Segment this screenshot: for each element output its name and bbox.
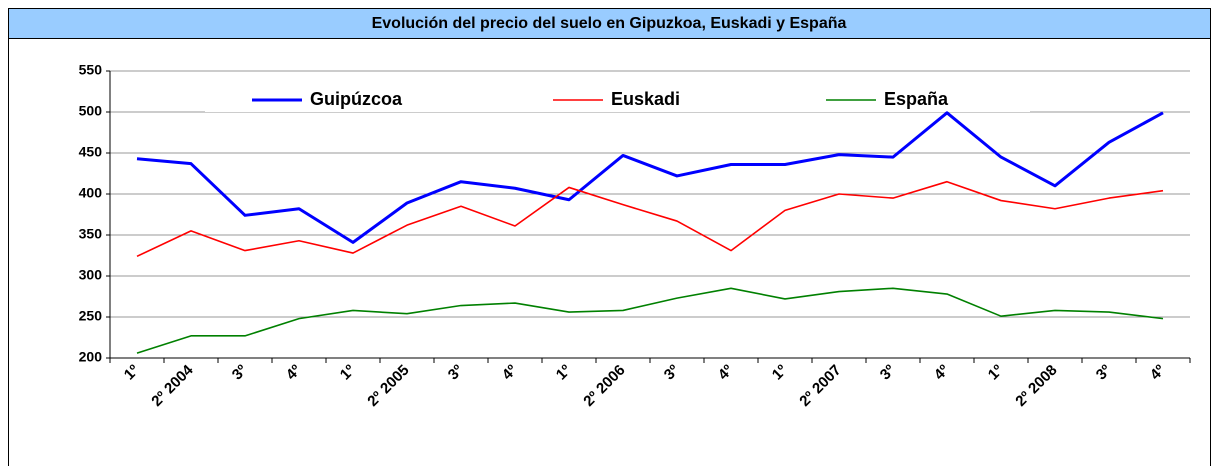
legend-label: España bbox=[884, 89, 949, 109]
x-tick-label: 4º bbox=[283, 361, 305, 383]
x-tick-label: 1º bbox=[337, 361, 359, 383]
y-tick-label: 250 bbox=[79, 308, 103, 324]
series-line bbox=[136, 180, 1164, 258]
x-tick-label: 1º bbox=[769, 361, 791, 383]
x-tick-label: 2º 2004 bbox=[148, 361, 197, 410]
y-tick-label: 300 bbox=[79, 267, 103, 283]
y-tick-label: 350 bbox=[79, 226, 103, 242]
legend-label: Guipúzcoa bbox=[310, 89, 403, 109]
frame bbox=[8, 38, 1211, 466]
x-tick-label: 4º bbox=[499, 361, 521, 383]
series-line bbox=[136, 287, 1164, 354]
x-tick-label: 2º 2005 bbox=[364, 362, 412, 410]
x-tick-label: 1º bbox=[121, 361, 143, 383]
x-tick-label: 3º bbox=[229, 361, 251, 383]
x-tick-label: 3º bbox=[661, 361, 683, 383]
x-tick-label: 2º 2007 bbox=[796, 362, 844, 410]
x-tick-label: 4º bbox=[1147, 361, 1169, 383]
legend-label: Euskadi bbox=[611, 89, 680, 109]
y-tick-label: 550 bbox=[79, 62, 103, 78]
y-tick-label: 400 bbox=[79, 185, 103, 201]
x-tick-label: 3º bbox=[445, 361, 467, 383]
x-tick-label: 4º bbox=[715, 361, 737, 383]
x-tick-label: 4º bbox=[931, 361, 953, 383]
x-tick-label: 1º bbox=[985, 361, 1007, 383]
x-tick-label: 2º 2008 bbox=[1012, 362, 1060, 410]
y-tick-label: 200 bbox=[79, 349, 103, 365]
legend-box bbox=[205, 88, 1030, 112]
y-tick-label: 500 bbox=[79, 103, 103, 119]
title-bar bbox=[8, 8, 1211, 39]
y-tick-label: 450 bbox=[79, 144, 103, 160]
x-tick-label: 2º 2006 bbox=[580, 362, 628, 410]
series-line bbox=[136, 111, 1164, 244]
x-tick-label: 3º bbox=[877, 361, 899, 383]
x-tick-label: 1º bbox=[553, 361, 575, 383]
x-tick-label: 3º bbox=[1093, 361, 1115, 383]
chart-title: Evolución del precio del suelo en Gipuzk… bbox=[372, 15, 847, 32]
